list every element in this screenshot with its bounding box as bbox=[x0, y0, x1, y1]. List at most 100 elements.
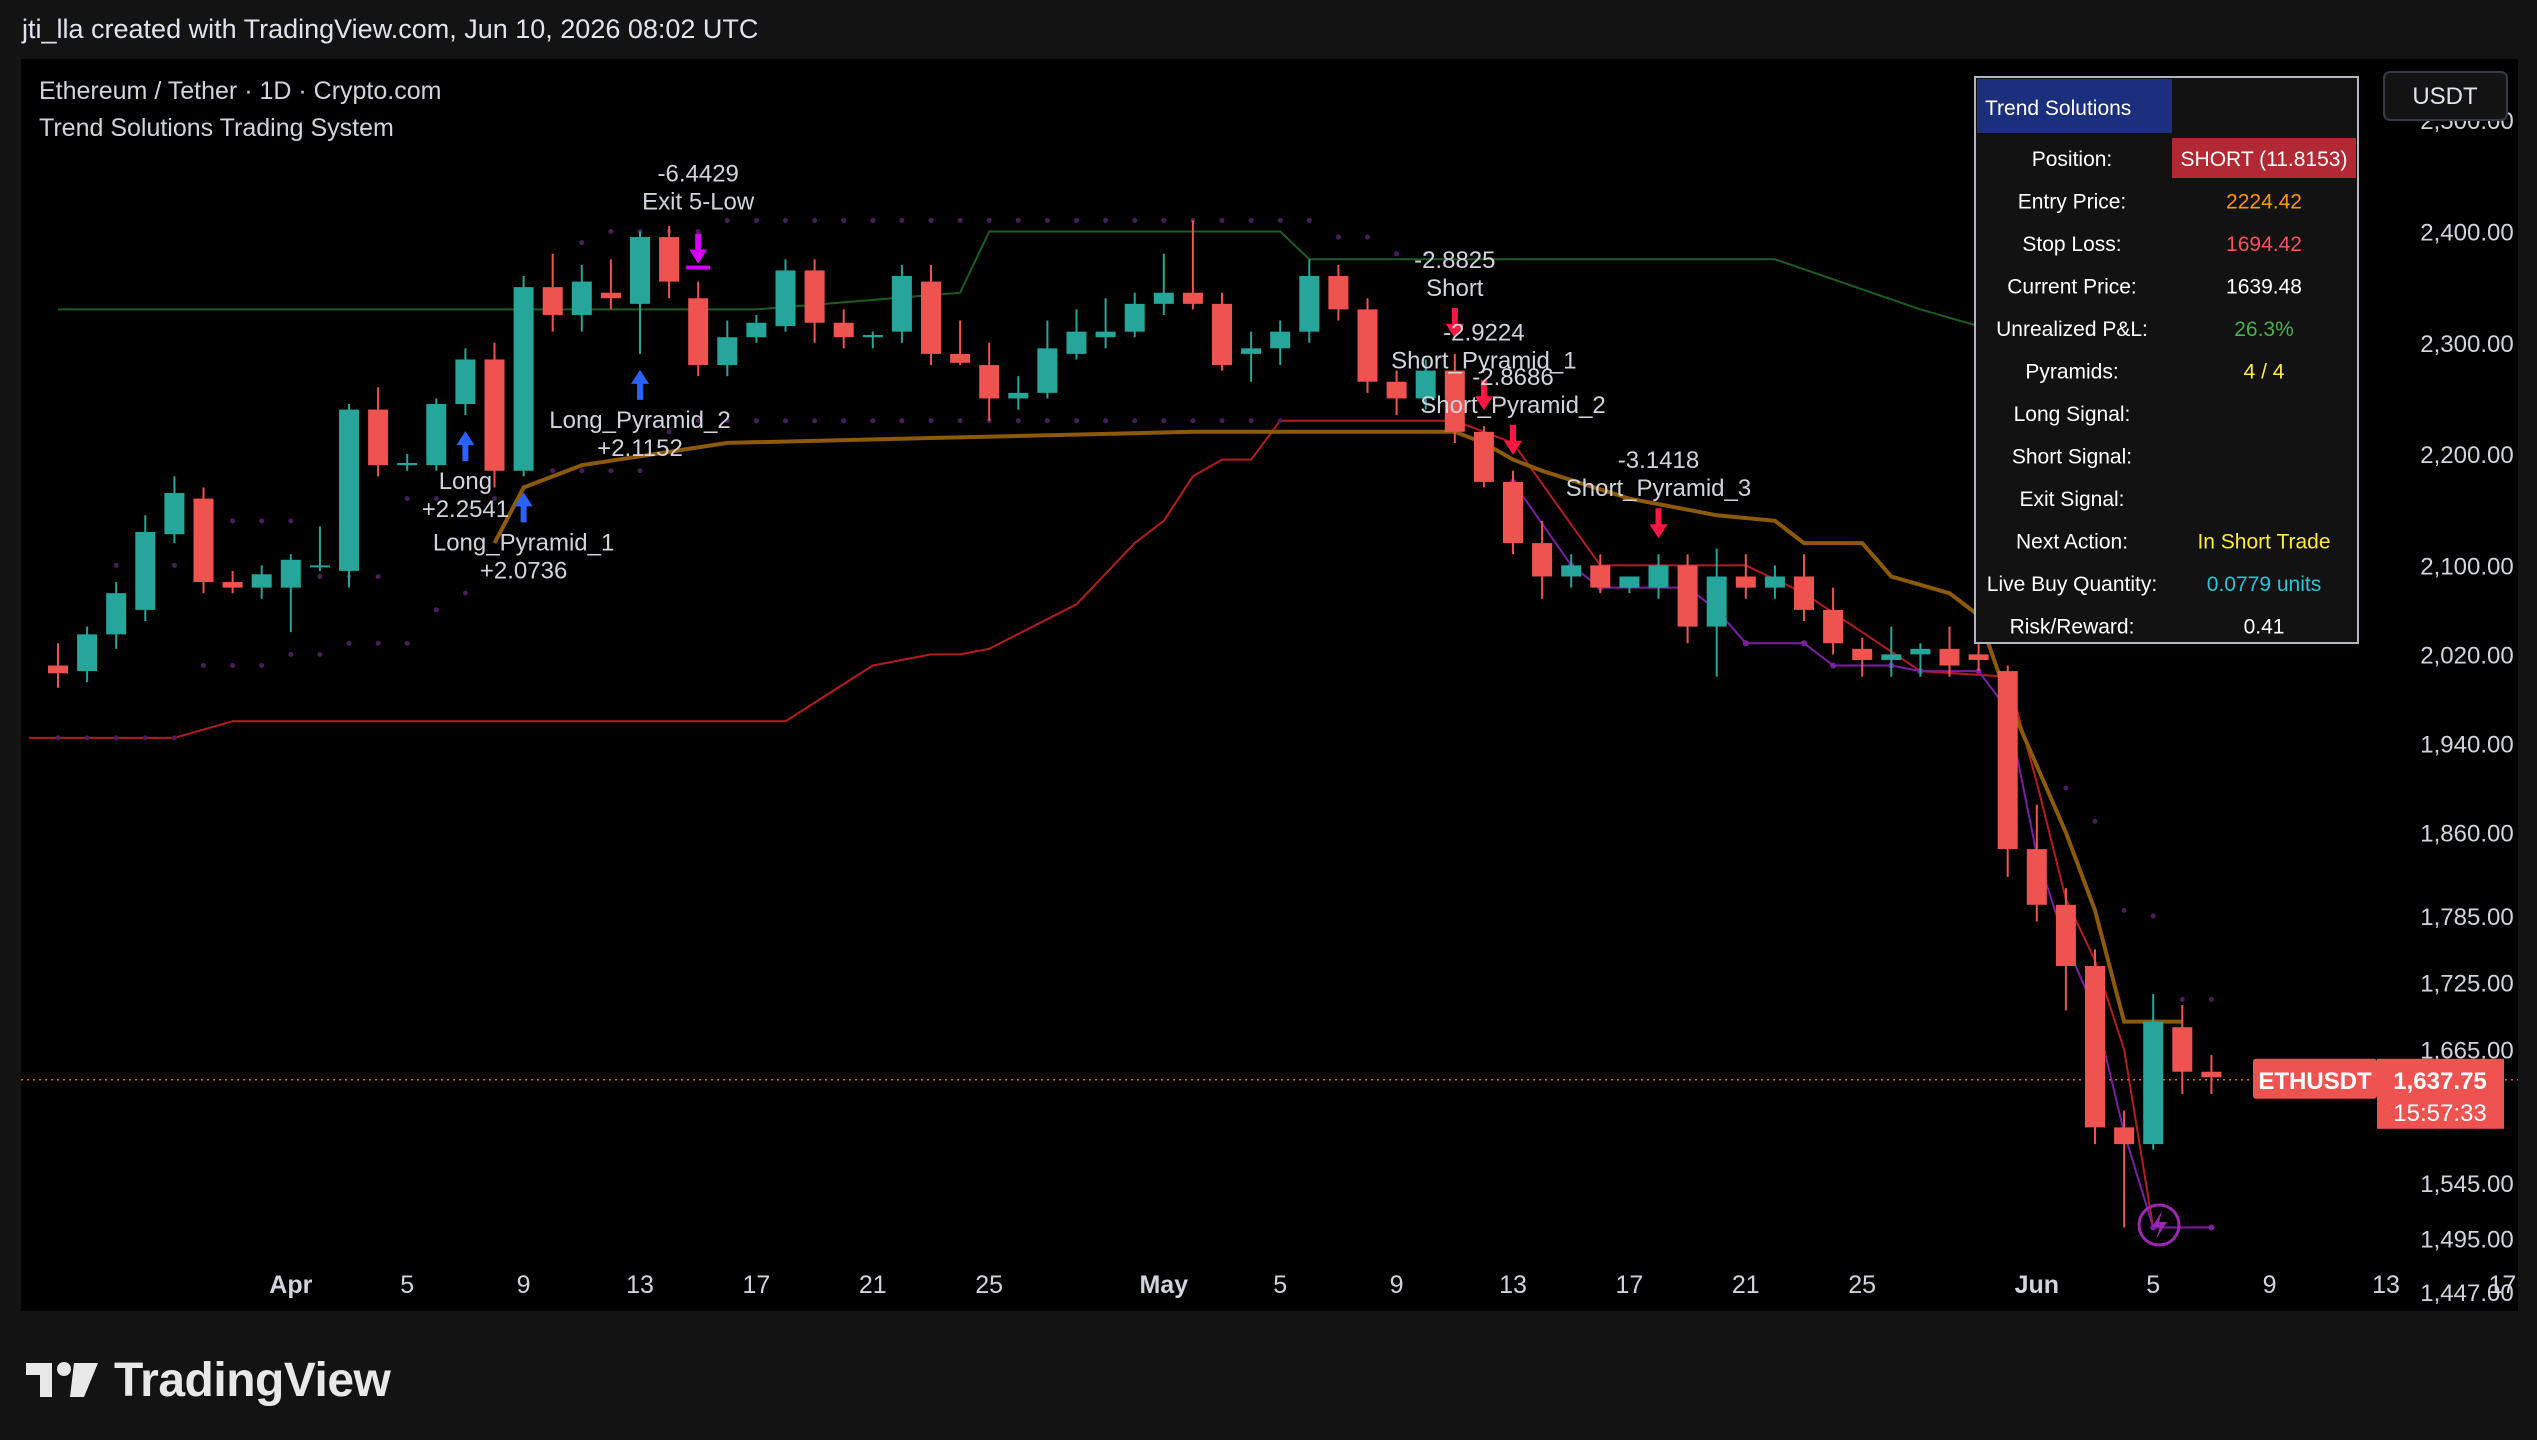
panel-row-label: Stop Loss: bbox=[2022, 233, 2121, 256]
candle-body bbox=[804, 270, 825, 323]
signal-label: Short bbox=[1426, 275, 1484, 302]
candle-body bbox=[1241, 348, 1262, 354]
candle-body bbox=[368, 409, 389, 466]
candle bbox=[1939, 626, 1960, 677]
long-arrow-icon bbox=[456, 431, 475, 462]
candle-body bbox=[426, 403, 447, 466]
lightning-icon bbox=[2137, 1203, 2181, 1247]
time-tick-label: 17 bbox=[2488, 1271, 2516, 1299]
upper-dot bbox=[171, 562, 177, 568]
lower-dot bbox=[783, 418, 788, 424]
attribution-text: jti_lla created with TradingView.com, Ju… bbox=[22, 14, 759, 44]
candle bbox=[2143, 993, 2164, 1150]
candle-body bbox=[775, 270, 796, 327]
signal-label: -2.8686 bbox=[1472, 364, 1553, 391]
time-tick-label: 17 bbox=[742, 1271, 770, 1299]
price-chart[interactable]: Long+2.2541 Long_Pyramid_1+2.0736 Long_Pyr… bbox=[21, 59, 2518, 1311]
signal-label: +2.2541 bbox=[422, 496, 509, 523]
candle bbox=[1037, 320, 1058, 399]
price-tick-label: 1,860.00 bbox=[2420, 820, 2513, 847]
time-tick-label: 17 bbox=[1615, 1271, 1643, 1299]
candle bbox=[804, 259, 825, 343]
candle-body bbox=[659, 237, 680, 282]
lower-dot bbox=[579, 468, 585, 474]
lower-dot bbox=[201, 663, 206, 669]
signal-label: -3.1418 bbox=[1618, 447, 1699, 474]
trailing-stop-line bbox=[492, 429, 2183, 1024]
candle bbox=[862, 331, 883, 349]
exit-arrow-icon bbox=[689, 233, 708, 264]
candle bbox=[659, 225, 680, 299]
panel-row-value: 26.3% bbox=[2234, 318, 2294, 341]
upper-dot bbox=[404, 496, 410, 502]
panel-row-value: 1694.42 bbox=[2226, 233, 2302, 256]
price-tick-label: 2,200.00 bbox=[2420, 442, 2513, 469]
price-tick-label: 2,100.00 bbox=[2420, 553, 2513, 580]
upper-dot bbox=[1103, 217, 1109, 223]
candle-body bbox=[135, 531, 156, 610]
candle bbox=[979, 342, 1000, 421]
candle-body bbox=[309, 565, 330, 568]
lower-dot bbox=[928, 418, 934, 424]
candle-body bbox=[1503, 481, 1523, 544]
panel-row-value: 1639.48 bbox=[2226, 276, 2302, 299]
panel-row-label: Current Price: bbox=[2007, 276, 2137, 299]
currency-button[interactable]: USDT bbox=[2383, 71, 2508, 121]
candle-body bbox=[164, 493, 185, 535]
candle-body bbox=[1968, 654, 1989, 660]
lower-dot bbox=[1190, 418, 1196, 424]
upper-dot bbox=[230, 518, 236, 524]
upper-dot bbox=[375, 573, 381, 579]
price-tick-label: 1,545.00 bbox=[2420, 1171, 2513, 1198]
stop-dot bbox=[1830, 662, 1837, 669]
candle bbox=[1241, 331, 1262, 382]
lower-dot bbox=[492, 496, 497, 502]
lower-dot bbox=[608, 468, 614, 474]
donchian-lower-line bbox=[28, 419, 2212, 1229]
panel-row-value: 4 / 4 bbox=[2244, 361, 2285, 384]
tradingview-brand: TradingView bbox=[24, 1350, 391, 1410]
candle bbox=[1997, 665, 2018, 877]
panel-title: Trend Solutions bbox=[1985, 97, 2131, 120]
signal-label: Short_Pyramid_2 bbox=[1420, 392, 1605, 419]
candle-body bbox=[833, 322, 854, 338]
candle bbox=[455, 348, 476, 416]
price-tick-label: 2,300.00 bbox=[2420, 331, 2513, 358]
upper-dot bbox=[1132, 217, 1138, 223]
lower-dot bbox=[724, 418, 730, 424]
lower-dot bbox=[812, 418, 818, 424]
lower-dot bbox=[375, 640, 381, 646]
candle bbox=[891, 264, 912, 343]
candle-body bbox=[2114, 1127, 2135, 1145]
upper-dot bbox=[1277, 217, 1283, 223]
candle-body bbox=[571, 281, 592, 315]
panel-value-bg bbox=[2172, 138, 2356, 178]
candle bbox=[1328, 264, 1349, 321]
upper-dot bbox=[1335, 234, 1341, 240]
candle-body bbox=[2201, 1071, 2222, 1078]
current-price-tag bbox=[2377, 1058, 2504, 1129]
upper-dot bbox=[783, 217, 788, 223]
candle bbox=[921, 264, 941, 366]
price-tick-label: 2,020.00 bbox=[2420, 642, 2513, 669]
upper-dot bbox=[317, 573, 323, 579]
long-arrow-icon bbox=[514, 492, 533, 523]
lower-dot bbox=[1277, 418, 1283, 424]
candle-body bbox=[1823, 609, 1844, 644]
candle bbox=[717, 320, 738, 377]
lower-dot bbox=[637, 468, 643, 474]
lower-dot bbox=[550, 468, 556, 474]
candle-body bbox=[280, 559, 301, 588]
candle bbox=[106, 582, 127, 649]
lower-dot bbox=[113, 735, 119, 741]
chart-area[interactable]: Long +2.2541 Long_Pyramid_1 +2.0736 Long_Pyr… bbox=[21, 59, 2518, 1311]
currency-button-label: USDT bbox=[2412, 83, 2478, 110]
candle bbox=[950, 320, 971, 366]
candle-body bbox=[106, 593, 127, 635]
lower-dot bbox=[230, 663, 236, 669]
time-tick-label: 25 bbox=[1848, 1271, 1876, 1299]
candle bbox=[833, 309, 854, 349]
candle-body bbox=[1066, 331, 1087, 354]
candle-body bbox=[891, 276, 912, 332]
candle-body bbox=[1037, 348, 1058, 393]
